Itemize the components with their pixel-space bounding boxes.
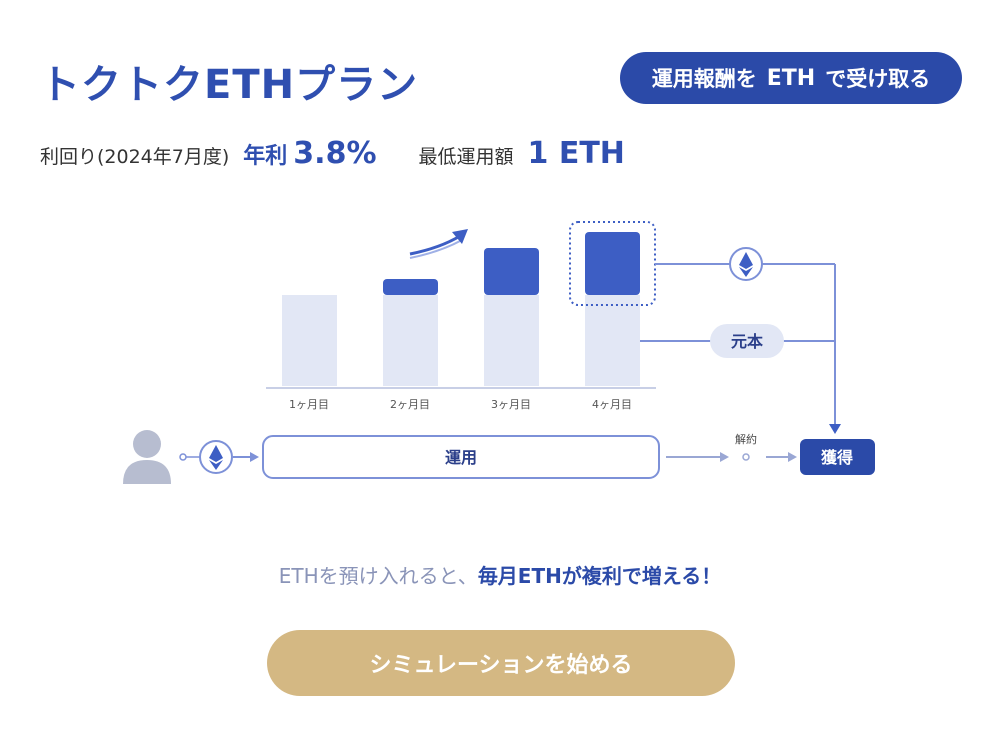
yield-prefix: 年利 bbox=[243, 144, 288, 169]
obtain-label: 獲得 bbox=[821, 448, 853, 467]
eth-reward-badge: 運用報酬を ETH で受け取る bbox=[620, 52, 962, 104]
deposit-arrow-head bbox=[250, 452, 259, 462]
tagline: ETHを預け入れると、毎月ETHが複利で増える！ bbox=[0, 560, 1000, 589]
month-label: 1ヶ月目 bbox=[289, 398, 329, 411]
trend-arrow-icon bbox=[409, 229, 468, 259]
page-title: トクトクETHプラン bbox=[40, 62, 419, 108]
highlight-box bbox=[569, 221, 656, 306]
connector-dot bbox=[179, 453, 187, 461]
principal-pill bbox=[710, 324, 784, 358]
min-amount-value: 1 ETH bbox=[527, 136, 625, 171]
badge-text-2: で受け取る bbox=[825, 67, 931, 91]
tagline-strong: 毎月ETHが複利で増える！ bbox=[477, 564, 722, 588]
min-amount-label: 最低運用額 bbox=[418, 146, 514, 168]
compound-diagram: 1ヶ月目 2ヶ月目 3ヶ月目 4ヶ月目 元本 運用 解約 bbox=[123, 221, 875, 484]
yield-label: 利回り(2024年7月度) bbox=[40, 146, 230, 168]
plan-stats: 利回り(2024年7月度) 年利 3.8% 最低運用額 1 ETH bbox=[40, 136, 625, 171]
operation-box bbox=[262, 435, 660, 479]
ethereum-icon bbox=[729, 247, 763, 281]
cancel-dot bbox=[742, 453, 750, 461]
cancel-arrow-head bbox=[720, 452, 729, 462]
bar-month-1-principal bbox=[282, 295, 337, 386]
month-label: 2ヶ月目 bbox=[390, 398, 430, 411]
bar-month-2-gain bbox=[383, 279, 438, 295]
bar-month-4-principal bbox=[585, 295, 640, 386]
badge-text-1: 運用報酬を bbox=[651, 67, 757, 91]
month-label: 4ヶ月目 bbox=[592, 398, 632, 411]
bar-month-4-gain bbox=[585, 232, 640, 295]
bar-month-3-principal bbox=[484, 295, 539, 386]
obtain-box bbox=[800, 439, 875, 475]
operation-label: 運用 bbox=[445, 448, 477, 467]
yield-value: 3.8% bbox=[293, 136, 377, 171]
user-icon bbox=[123, 430, 171, 484]
month-label: 3ヶ月目 bbox=[491, 398, 531, 411]
badge-text-eth: ETH bbox=[766, 65, 816, 91]
principal-label: 元本 bbox=[731, 332, 763, 351]
start-simulation-button[interactable]: シミュレーションを始める bbox=[267, 630, 735, 696]
tagline-normal: ETHを預け入れると、 bbox=[278, 564, 478, 588]
ethereum-icon bbox=[199, 440, 233, 474]
bar-month-3-gain bbox=[484, 248, 539, 295]
cancel-label: 解約 bbox=[735, 432, 757, 446]
obtain-arrow-head bbox=[788, 452, 797, 462]
bar-month-2-principal bbox=[383, 295, 438, 386]
down-arrow-head bbox=[829, 424, 841, 434]
